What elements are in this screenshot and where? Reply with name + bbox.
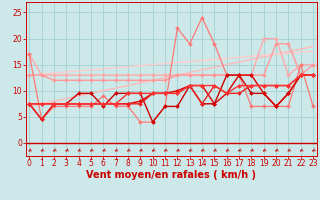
X-axis label: Vent moyen/en rafales ( km/h ): Vent moyen/en rafales ( km/h )	[86, 170, 256, 180]
